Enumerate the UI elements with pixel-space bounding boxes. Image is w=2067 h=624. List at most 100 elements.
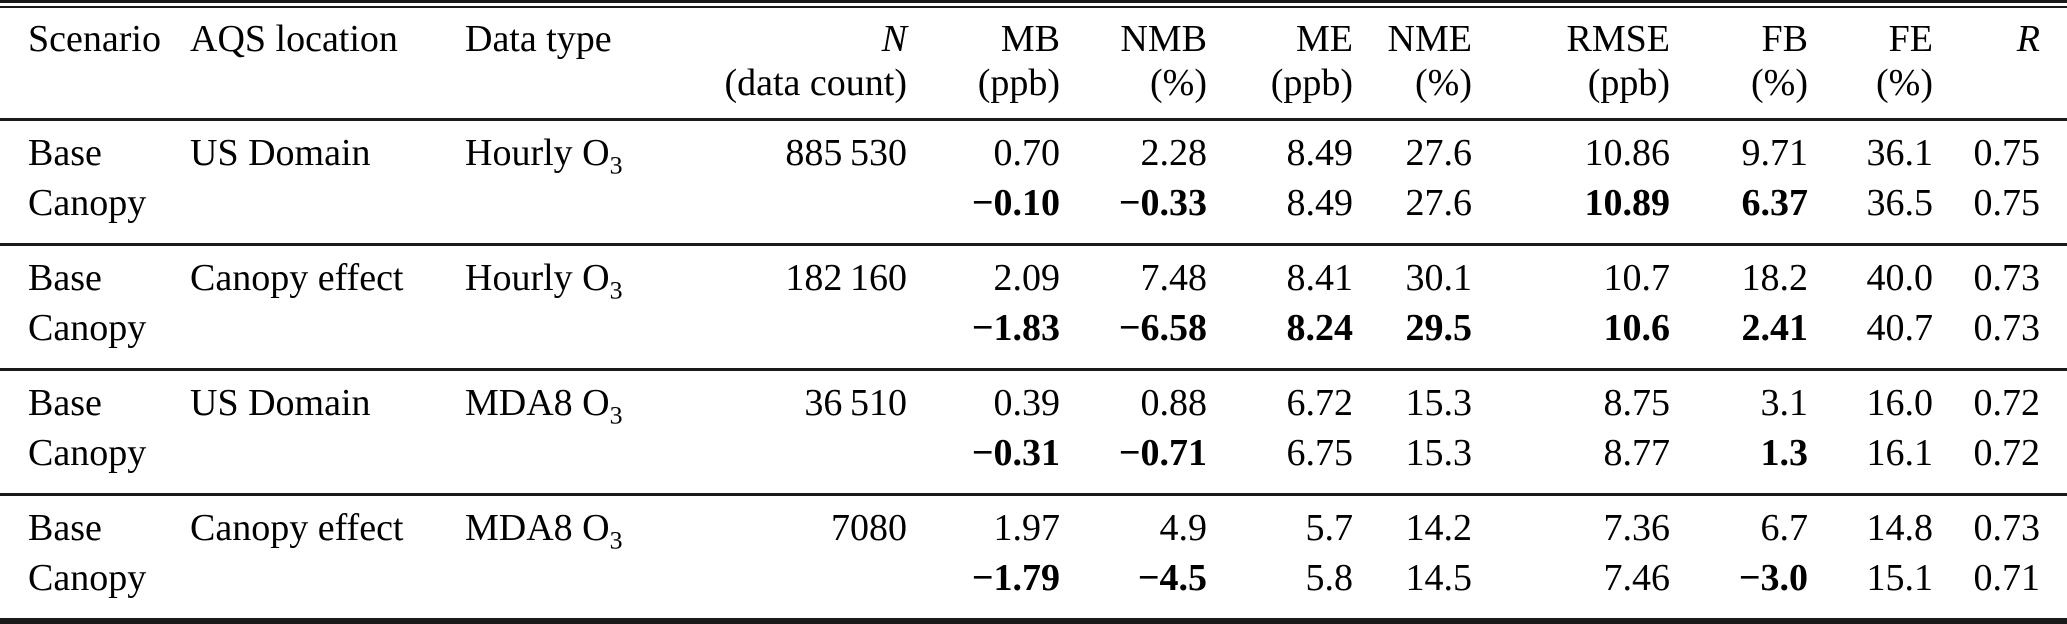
row-group-mda8-canopy-effect: Base Canopy effect MDA8 O3 7080 1.97 4.9… (0, 493, 2067, 622)
table-row-canopy: Canopy −0.31 −0.71 6.75 15.3 8.77 1.3 16… (0, 429, 2067, 495)
cell-aqs-location (190, 429, 465, 495)
cell-rmse: 10.89 (1584, 182, 1671, 225)
cell-n: 7080 (710, 493, 907, 554)
cell-fe: 36.5 (1866, 182, 1934, 225)
unit-rmse: (ppb) (1472, 62, 1670, 121)
col-header-nme: NME (1387, 18, 1472, 61)
cell-fe: 40.7 (1866, 307, 1934, 350)
cell-fe: 36.1 (1866, 132, 1934, 175)
table-top-rule-thick (0, 0, 2067, 3)
cell-fb: 9.71 (1741, 132, 1809, 175)
cell-me: 8.49 (1286, 132, 1354, 175)
col-header-mb: MB (1000, 18, 1060, 61)
row-group-mda8-us-domain: Base US Domain MDA8 O3 36 510 0.39 0.88 … (0, 368, 2067, 495)
cell-nme: 29.5 (1405, 307, 1473, 350)
cell-me: 5.7 (1207, 493, 1353, 554)
cell-mb: 0.39 (907, 368, 1060, 429)
cell-nme: 27.6 (1405, 132, 1473, 175)
cell-nmb: −0.33 (1118, 182, 1207, 225)
table-row-canopy: Canopy −1.83 −6.58 8.24 29.5 10.6 2.41 4… (0, 304, 2067, 370)
data-type-subscript: 3 (609, 275, 623, 305)
table-row-base: Base Canopy effect Hourly O3 182 160 2.0… (0, 243, 2067, 305)
cell-nmb: 2.28 (1140, 132, 1208, 175)
cell-rmse: 7.36 (1472, 493, 1670, 554)
cell-rmse: 10.86 (1584, 132, 1671, 175)
cell-nmb: −6.58 (1118, 307, 1207, 350)
cell-scenario: Canopy (28, 182, 147, 225)
cell-nme: 14.2 (1353, 493, 1472, 554)
cell-fe: 15.1 (1866, 557, 1934, 600)
unit-data-type (465, 62, 710, 121)
cell-me: 8.49 (1286, 182, 1354, 225)
cell-mb: −1.83 (971, 307, 1060, 350)
unit-nmb: (%) (1060, 62, 1207, 121)
cell-data-type (465, 429, 710, 495)
cell-fb: 6.7 (1670, 493, 1808, 554)
col-header-nmb: NMB (1120, 18, 1207, 61)
data-type-text: Hourly O (465, 132, 610, 175)
cell-fb: 1.3 (1760, 432, 1809, 475)
unit-me: (ppb) (1207, 62, 1353, 121)
table-top-rule-thin (0, 6, 2067, 8)
cell-fe: 14.8 (1808, 493, 1933, 554)
cell-n (710, 554, 907, 621)
data-type-text: MDA8 O (465, 382, 610, 425)
cell-mb: −0.10 (971, 182, 1060, 225)
unit-nme: (%) (1353, 62, 1472, 121)
cell-r: 0.73 (1933, 243, 2067, 304)
cell-n: 36 510 (710, 368, 907, 429)
unit-scenario (0, 62, 190, 121)
cell-data-type: MDA8 O3 (465, 493, 710, 554)
cell-mb: 1.97 (907, 493, 1060, 554)
col-header-me: ME (1296, 18, 1353, 61)
cell-nmb: 4.9 (1060, 493, 1207, 554)
cell-fb: −3.0 (1738, 557, 1808, 600)
cell-nmb: 7.48 (1060, 243, 1207, 304)
cell-nme: 15.3 (1405, 432, 1473, 475)
cell-nmb: −0.71 (1118, 432, 1207, 475)
table-row-canopy: Canopy −1.79 −4.5 5.8 14.5 7.46 −3.0 15.… (0, 554, 2067, 621)
cell-me: 8.24 (1286, 307, 1354, 350)
col-header-rmse: RMSE (1566, 18, 1670, 61)
cell-data-type: Hourly O3 (465, 243, 710, 305)
cell-scenario: Canopy (28, 432, 147, 475)
data-type-text: Hourly O (465, 257, 610, 300)
unit-n: (data count) (710, 62, 907, 121)
cell-fe: 16.1 (1866, 432, 1934, 475)
cell-me: 6.75 (1286, 432, 1354, 475)
cell-rmse: 10.6 (1603, 307, 1671, 350)
unit-aqs-location (190, 62, 465, 121)
table-row-base: Base US Domain Hourly O3 885 530 0.70 2.… (0, 120, 2067, 180)
cell-data-type (465, 304, 710, 370)
cell-scenario: Canopy (28, 557, 147, 600)
cell-nme: 15.3 (1353, 368, 1472, 429)
cell-n: 182 160 (710, 243, 907, 304)
cell-rmse: 8.75 (1472, 368, 1670, 429)
cell-fb: 2.41 (1741, 307, 1809, 350)
cell-n (710, 179, 907, 245)
cell-rmse: 10.7 (1472, 243, 1670, 304)
cell-n (710, 304, 907, 370)
cell-aqs-location (190, 179, 465, 245)
cell-n: 885 530 (785, 132, 907, 175)
cell-nmb: −4.5 (1137, 557, 1207, 600)
data-type-text: MDA8 O (465, 507, 610, 550)
cell-aqs-location: US Domain (190, 132, 371, 175)
cell-nme: 14.5 (1405, 557, 1473, 600)
cell-r: 0.75 (1973, 132, 2041, 175)
row-group-hourly-canopy-effect: Base Canopy effect Hourly O3 182 160 2.0… (0, 243, 2067, 370)
cell-scenario: Canopy (28, 307, 147, 350)
cell-scenario: Base (0, 493, 190, 554)
cell-aqs-location: Canopy effect (190, 243, 465, 304)
cell-nme: 30.1 (1353, 243, 1472, 304)
cell-r: 0.75 (1973, 182, 2041, 225)
cell-fe: 40.0 (1808, 243, 1933, 304)
unit-mb: (ppb) (907, 62, 1060, 121)
table-header: Scenario AQS location Data type N MB NMB… (0, 8, 2067, 121)
cell-scenario: Base (0, 243, 190, 304)
header-row-units: (data count) (ppb) (%) (ppb) (%) (ppb) (… (0, 62, 2067, 121)
cell-rmse: 7.46 (1603, 557, 1671, 600)
cell-r: 0.72 (1933, 368, 2067, 429)
cell-me: 8.41 (1207, 243, 1353, 304)
